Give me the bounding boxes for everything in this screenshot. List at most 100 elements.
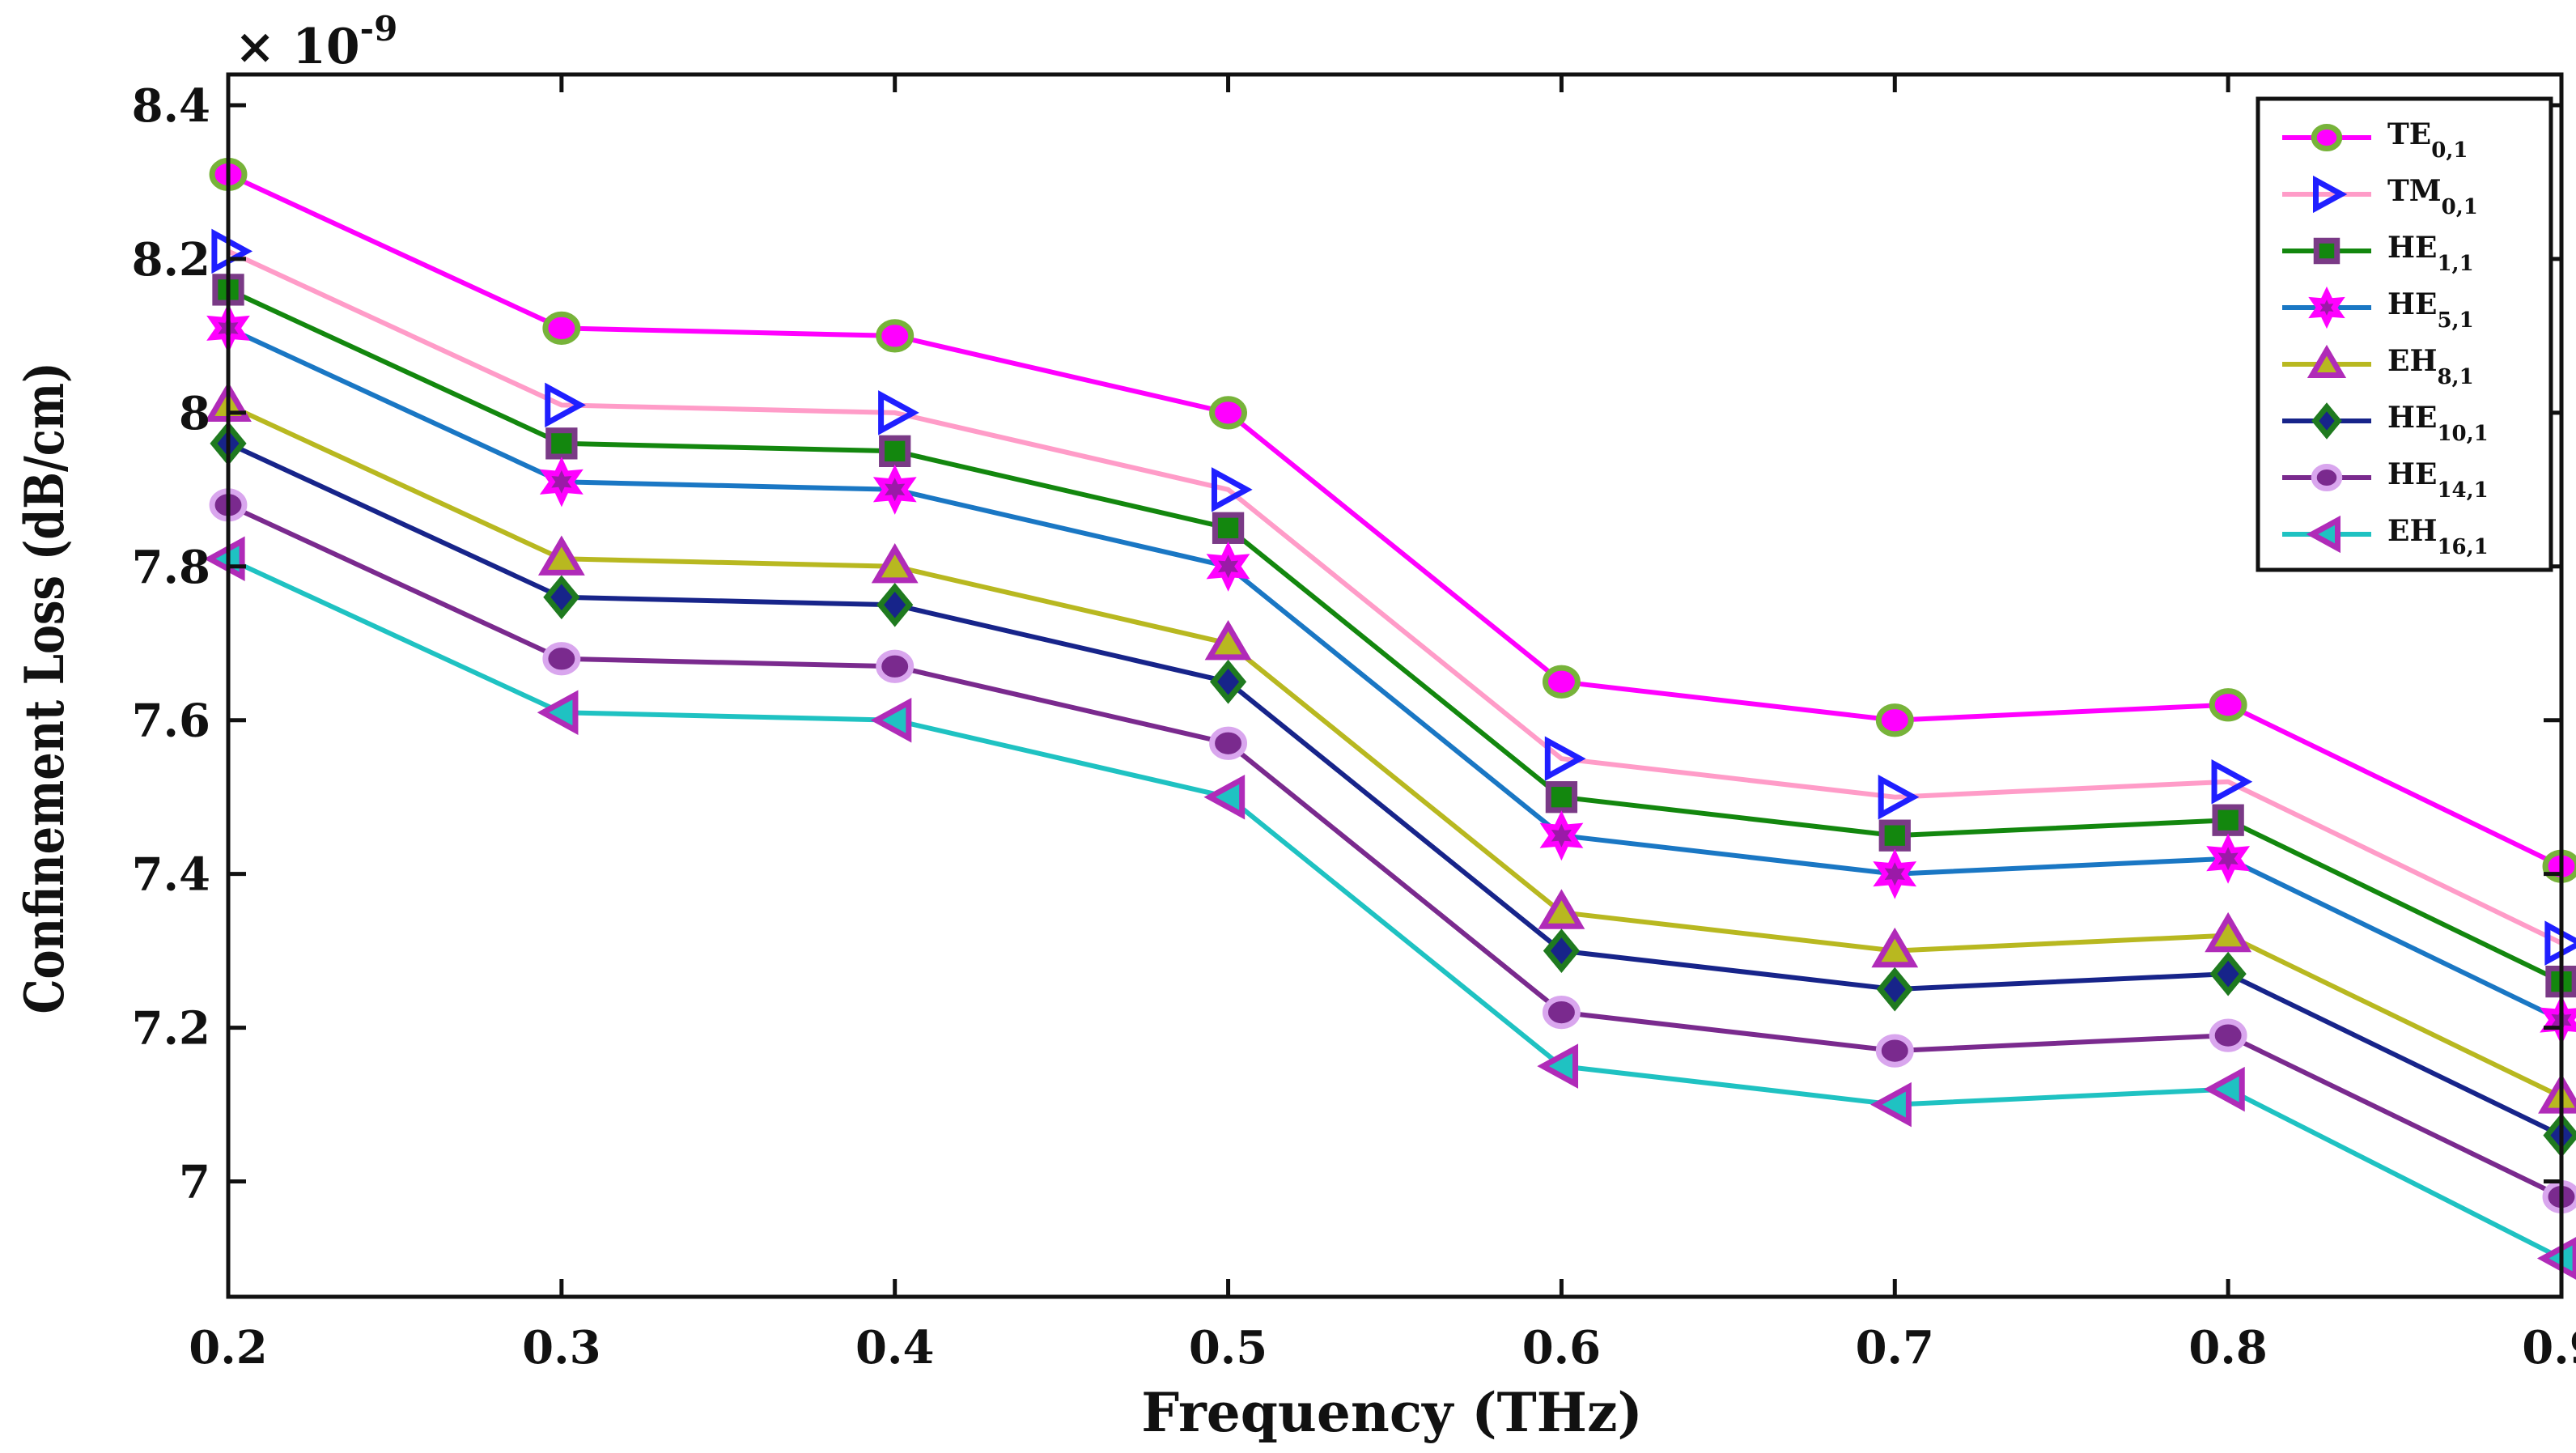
- series-line: [227, 172, 2563, 869]
- y-axis-exponent: × 10-9: [235, 9, 397, 75]
- legend-item: HE14,1: [2282, 457, 2489, 503]
- data-point: [2211, 758, 2253, 805]
- data-point: [876, 582, 914, 627]
- x-tick-label: 0.2: [189, 1321, 267, 1374]
- y-tick-label: 7.4: [132, 848, 210, 902]
- legend-label-main: EH: [2387, 514, 2437, 548]
- data-point: [2209, 688, 2247, 722]
- data-point: [2536, 1237, 2576, 1280]
- legend-label-main: TE: [2387, 117, 2431, 151]
- legend-label-main: HE: [2387, 401, 2437, 435]
- data-point: [1203, 774, 1246, 820]
- legend-marker: [2307, 344, 2347, 378]
- legend-item: HE10,1: [2282, 401, 2489, 446]
- data-point: [2209, 951, 2247, 996]
- x-tick-label: 0.6: [1522, 1321, 1601, 1374]
- series-line: [227, 287, 2563, 984]
- legend-label-subscript: 1,1: [2437, 252, 2473, 276]
- series-eh-16-1: [203, 536, 2576, 1280]
- legend-label-main: HE: [2387, 231, 2437, 265]
- x-tick-label: 0.9: [2522, 1321, 2576, 1374]
- data-point: [1211, 467, 1253, 512]
- data-point: [1873, 848, 1917, 899]
- data-point: [1871, 927, 1919, 968]
- legend-item: TE0,1: [2282, 117, 2468, 163]
- series-line: [227, 325, 2563, 1022]
- y-axis-title: Confinement Loss (dB/cm): [14, 362, 77, 1013]
- legend-label-subscript: 0,1: [2442, 195, 2478, 219]
- data-point: [1878, 819, 1911, 852]
- legend-marker: [2311, 124, 2343, 151]
- legend-label: HE5,1: [2387, 287, 2474, 333]
- legend-label-main: EH: [2387, 344, 2437, 378]
- legend-label-main: HE: [2387, 287, 2437, 321]
- data-point: [1542, 996, 1581, 1030]
- legend-item: EH8,1: [2282, 344, 2474, 389]
- legend-label-subscript: 16,1: [2437, 535, 2488, 559]
- data-point: [872, 464, 917, 515]
- data-point: [1539, 810, 1584, 861]
- series-he-10-1: [210, 421, 2576, 1158]
- x-tick-label: 0.3: [522, 1321, 601, 1374]
- legend-item: EH16,1: [2282, 514, 2489, 559]
- legend-marker: [2313, 237, 2340, 265]
- legend-label-subscript: 14,1: [2437, 478, 2488, 503]
- y-tick-label: 8: [179, 387, 210, 440]
- legend-label-subscript: 5,1: [2437, 308, 2473, 333]
- legend-label-subscript: 10,1: [2437, 422, 2488, 446]
- data-point: [879, 435, 911, 467]
- x-tick-label: 0.4: [855, 1321, 934, 1374]
- legend-label: EH8,1: [2387, 344, 2474, 389]
- x-tick-label: 0.8: [2188, 1321, 2267, 1374]
- legend-label-subscript: 8,1: [2437, 365, 2473, 389]
- data-point: [871, 543, 919, 584]
- data-point: [1544, 736, 1586, 781]
- data-point: [2204, 1066, 2245, 1112]
- data-point: [1212, 512, 1245, 544]
- series-line: [227, 441, 2563, 1138]
- data-point: [1538, 889, 1585, 929]
- y-tick-label: 7.6: [132, 695, 210, 748]
- legend-label: HE14,1: [2387, 457, 2489, 503]
- data-point: [1209, 396, 1248, 430]
- data-point: [1209, 659, 1247, 704]
- legend-box: [2256, 96, 2553, 572]
- data-point: [537, 690, 579, 735]
- x-tick-label: 0.5: [1189, 1321, 1267, 1374]
- data-point: [1545, 781, 1578, 814]
- series-line: [227, 249, 2563, 945]
- data-point: [2212, 804, 2244, 836]
- data-point: [203, 536, 245, 582]
- series-he-1-1: [212, 274, 2576, 998]
- y-tick-label: 8.4: [132, 79, 210, 133]
- y-tick-label: 7: [179, 1156, 210, 1209]
- legend-label-main: HE: [2387, 457, 2437, 491]
- data-point: [2209, 1018, 2247, 1052]
- legend-item: HE1,1: [2282, 231, 2474, 276]
- legend-marker: [2311, 464, 2343, 491]
- data-point: [2206, 833, 2251, 884]
- x-tick-label: 0.7: [1856, 1321, 1934, 1374]
- series-te-0-1: [209, 157, 2576, 883]
- data-point: [876, 319, 915, 353]
- legend-label: EH16,1: [2387, 514, 2489, 559]
- data-point: [545, 382, 586, 428]
- axes-frame: [226, 72, 2564, 1299]
- y-tick-label: 8.2: [132, 233, 210, 287]
- data-point: [1875, 1034, 1914, 1068]
- y-tick-label: 7.2: [132, 1002, 210, 1056]
- data-point: [870, 697, 912, 743]
- data-point: [1876, 967, 1913, 1012]
- legend-marker: [2311, 402, 2342, 440]
- legend-marker: [2313, 175, 2348, 214]
- data-point: [2544, 920, 2576, 966]
- y-exponent-base: × 10: [235, 19, 360, 75]
- data-point: [2205, 911, 2252, 953]
- data-point: [1537, 1043, 1579, 1089]
- data-point: [537, 535, 585, 576]
- legend-label-subscript: 0,1: [2431, 138, 2468, 163]
- data-point: [878, 390, 919, 435]
- series-line: [227, 556, 2563, 1261]
